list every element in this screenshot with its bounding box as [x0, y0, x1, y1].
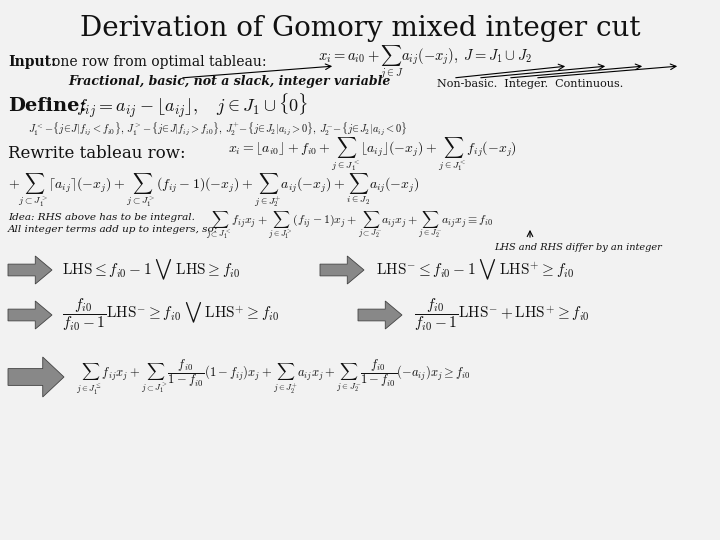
- Text: $\dfrac{f_{i0}}{f_{i0}-1}\mathrm{LHS}^{-} + \mathrm{LHS}^{+} \geq f_{i0}$: $\dfrac{f_{i0}}{f_{i0}-1}\mathrm{LHS}^{-…: [414, 296, 590, 333]
- Text: $\sum_{j \in J_1^{\leq}} f_{ij}x_j+\sum_{j \subset J_1^{>}} \dfrac{f_{i0}}{1-f_{: $\sum_{j \in J_1^{\leq}} f_{ij}x_j+\sum_…: [76, 357, 471, 396]
- Text: Rewrite tableau row:: Rewrite tableau row:: [8, 145, 186, 163]
- Text: $x_i = \lfloor a_{i0} \rfloor + f_{i0} + \sum_{j \in J_1^{<}} \lfloor a_{ij} \rf: $x_i = \lfloor a_{i0} \rfloor + f_{i0} +…: [228, 135, 517, 173]
- Text: $\dfrac{f_{i0}}{f_{i0}-1}\mathrm{LHS}^{-} \geq f_{i0} \;\bigvee\; \mathrm{LHS}^{: $\dfrac{f_{i0}}{f_{i0}-1}\mathrm{LHS}^{-…: [62, 296, 279, 333]
- Text: Input:: Input:: [8, 55, 56, 69]
- Polygon shape: [320, 256, 364, 284]
- Text: Fractional, basic, not a slack, integer variable: Fractional, basic, not a slack, integer …: [68, 76, 390, 89]
- Text: Idea: RHS above has to be integral.: Idea: RHS above has to be integral.: [8, 213, 195, 221]
- Text: Derivation of Gomory mixed integer cut: Derivation of Gomory mixed integer cut: [80, 15, 640, 42]
- Polygon shape: [8, 301, 52, 329]
- Text: LHS and RHS differ by an integer: LHS and RHS differ by an integer: [494, 242, 662, 252]
- Text: Define:: Define:: [8, 97, 86, 115]
- Text: $\mathrm{LHS} \leq f_{i0} - 1 \;\bigvee\; \mathrm{LHS} \geq f_{i0}$: $\mathrm{LHS} \leq f_{i0} - 1 \;\bigvee\…: [62, 258, 240, 282]
- Text: $\mathrm{LHS}^{-} \leq f_{i0} - 1 \;\bigvee\; \mathrm{LHS}^{+} \geq f_{i0}$: $\mathrm{LHS}^{-} \leq f_{i0} - 1 \;\big…: [376, 258, 574, 282]
- Text: $+\sum_{j \subset J_1^{>}} \lceil a_{ij} \rceil (-x_j)+\sum_{j \subset J_1^{>}} : $+\sum_{j \subset J_1^{>}} \lceil a_{ij}…: [8, 171, 420, 209]
- Text: $x_i = a_{i0} + \sum_{j \in J} a_{ij}(-x_j),\; J = J_1 \cup J_2$: $x_i = a_{i0} + \sum_{j \in J} a_{ij}(-x…: [318, 43, 532, 80]
- Polygon shape: [358, 301, 402, 329]
- Text: All integer terms add up to integers, so:: All integer terms add up to integers, so…: [8, 225, 218, 233]
- Text: one row from optimal tableau:: one row from optimal tableau:: [52, 55, 266, 69]
- Polygon shape: [8, 357, 64, 397]
- Text: $J_1^{<}\!-\!\{j\!\in\!J|f_{ij}<f_{i0}\},\,J_1^{>}\!-\!\{j\!\in\!J|f_{ij}>f_{i0}: $J_1^{<}\!-\!\{j\!\in\!J|f_{ij}<f_{i0}\}…: [28, 120, 408, 138]
- Text: Non-basic.  Integer.  Continuous.: Non-basic. Integer. Continuous.: [437, 79, 624, 89]
- Text: $f_{ij} = a_{ij} - \lfloor a_{ij} \rfloor, \quad j \in J_1 \cup \{0\}$: $f_{ij} = a_{ij} - \lfloor a_{ij} \rfloo…: [76, 92, 308, 120]
- Polygon shape: [8, 256, 52, 284]
- Text: $\sum_{j \subset J_1^{<}} f_{ij}x_j + \sum_{j \in J_1^{>}} (f_{ij}-1)x_j+ \sum_{: $\sum_{j \subset J_1^{<}} f_{ij}x_j + \s…: [206, 209, 493, 241]
